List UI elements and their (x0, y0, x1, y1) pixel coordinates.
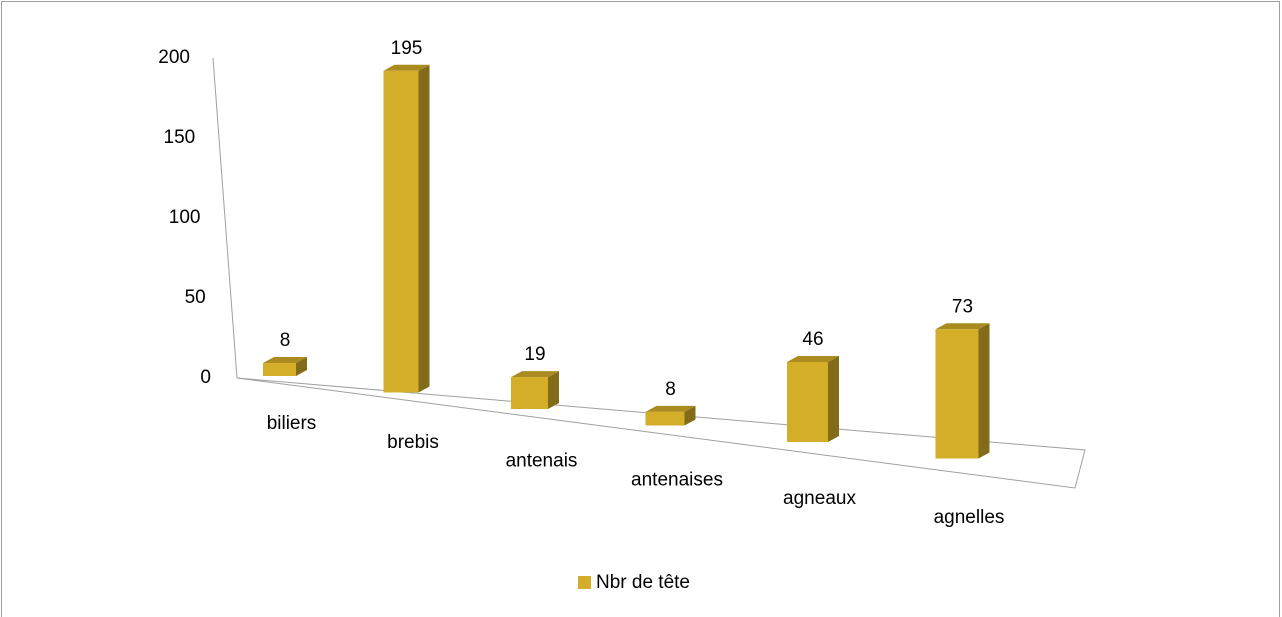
x-tick-label: biliers (267, 413, 317, 434)
x-tick-label: agneaux (783, 488, 856, 509)
data-label: 73 (952, 296, 973, 317)
x-tick-label: agnelles (934, 507, 1005, 528)
data-label: 8 (280, 330, 291, 351)
bar (787, 361, 828, 442)
bar-top (383, 64, 430, 71)
x-tick-label: brebis (387, 432, 439, 453)
y-tick-label: 0 (200, 367, 211, 388)
y-tick-label: 50 (185, 287, 206, 308)
bar (935, 329, 979, 459)
bar-side (978, 323, 990, 459)
data-label: 8 (665, 379, 676, 400)
data-label: 19 (524, 344, 545, 365)
back-axis (212, 57, 238, 379)
bar-side (684, 405, 696, 426)
legend-label: Nbr de tête (596, 572, 690, 593)
legend-swatch (578, 576, 591, 589)
y-tick-label: 200 (158, 47, 190, 68)
data-label: 46 (802, 329, 823, 350)
bar-top (645, 405, 696, 412)
bar-top (511, 371, 559, 378)
y-tick-label: 150 (164, 127, 196, 148)
bar (645, 411, 685, 426)
bar-side (828, 355, 839, 442)
data-label: 195 (391, 38, 423, 59)
x-tick-label: antenais (506, 451, 578, 472)
bar (263, 363, 296, 376)
bar-side (418, 64, 430, 393)
y-tick-label: 100 (169, 207, 201, 228)
bar-side (548, 371, 559, 409)
bar-top (787, 355, 839, 362)
bar (383, 70, 419, 393)
bar (511, 377, 548, 409)
x-tick-label: antenaises (631, 469, 723, 490)
bar-side (296, 357, 307, 376)
bar-top (263, 357, 307, 364)
bar-top (935, 323, 990, 330)
